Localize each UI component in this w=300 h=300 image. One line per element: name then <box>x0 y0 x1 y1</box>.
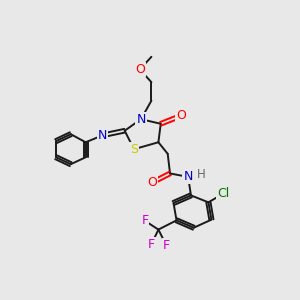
Text: O: O <box>147 176 157 189</box>
Text: F: F <box>148 238 155 251</box>
Text: O: O <box>135 63 145 76</box>
Text: N: N <box>136 113 146 126</box>
Text: S: S <box>130 143 138 156</box>
Text: N: N <box>184 170 193 183</box>
Text: Cl: Cl <box>218 187 230 200</box>
Text: H: H <box>197 168 206 181</box>
Text: F: F <box>163 239 170 252</box>
Text: N: N <box>98 129 107 142</box>
Text: O: O <box>176 109 186 122</box>
Text: F: F <box>141 214 148 227</box>
